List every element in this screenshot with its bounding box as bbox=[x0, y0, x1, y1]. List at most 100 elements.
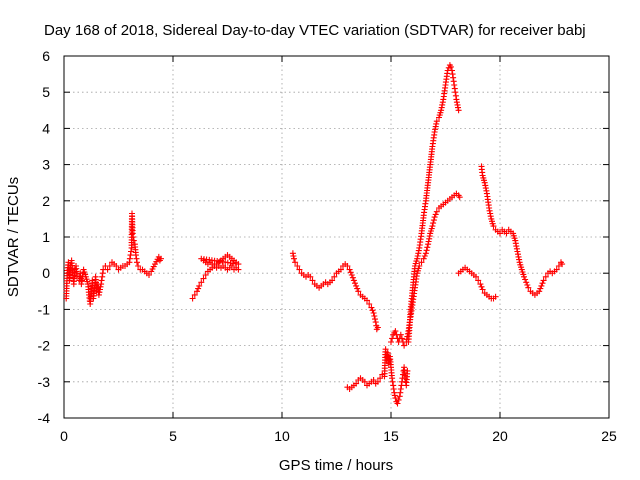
y-tick-label: 5 bbox=[42, 84, 50, 100]
data-point bbox=[198, 279, 205, 286]
data-point bbox=[392, 395, 399, 402]
data-point bbox=[337, 266, 344, 273]
y-tick-label: -4 bbox=[38, 410, 51, 426]
data-point bbox=[478, 283, 485, 290]
data-point bbox=[331, 273, 338, 280]
data-point bbox=[389, 335, 396, 342]
data-point bbox=[292, 259, 299, 266]
y-tick-label: 4 bbox=[42, 120, 50, 136]
data-point bbox=[158, 255, 164, 262]
x-tick-label: 10 bbox=[274, 428, 290, 444]
data-point bbox=[307, 273, 314, 280]
data-point bbox=[537, 285, 544, 292]
data-point bbox=[451, 82, 458, 88]
data-point bbox=[235, 266, 242, 273]
data-point bbox=[473, 273, 479, 280]
data-point bbox=[447, 63, 454, 70]
data-point bbox=[497, 230, 503, 237]
data-point bbox=[553, 266, 560, 273]
data-point bbox=[401, 342, 408, 349]
data-point bbox=[396, 393, 403, 400]
x-tick-label: 25 bbox=[601, 428, 617, 444]
data-point bbox=[492, 293, 499, 300]
data-point bbox=[389, 378, 396, 385]
data-point bbox=[189, 295, 196, 302]
data-point bbox=[191, 291, 198, 298]
data-point bbox=[487, 213, 494, 220]
data-point bbox=[433, 208, 440, 215]
data-point bbox=[372, 316, 378, 323]
data-point bbox=[432, 211, 439, 218]
data-point bbox=[371, 313, 378, 319]
data-point bbox=[540, 277, 547, 284]
plot-frame bbox=[63, 55, 610, 419]
data-point bbox=[355, 288, 362, 295]
data-point bbox=[78, 281, 85, 288]
data-point bbox=[374, 378, 381, 385]
data-point bbox=[429, 223, 436, 230]
data-point bbox=[98, 277, 105, 284]
data-point bbox=[425, 238, 432, 245]
data-point bbox=[344, 263, 351, 269]
y-tick-label: -2 bbox=[38, 338, 51, 354]
data-point bbox=[296, 266, 303, 273]
data-point bbox=[196, 282, 203, 289]
data-point bbox=[291, 255, 297, 262]
x-tick-label: 5 bbox=[169, 428, 177, 444]
data-point bbox=[353, 282, 360, 289]
data-point bbox=[368, 304, 375, 311]
data-point bbox=[346, 266, 353, 273]
data-point bbox=[202, 272, 209, 278]
data-point bbox=[294, 263, 301, 269]
data-point bbox=[449, 67, 455, 74]
data-point bbox=[361, 378, 368, 385]
x-tick-label: 20 bbox=[492, 428, 508, 444]
data-point bbox=[354, 285, 361, 292]
y-tick-label: 2 bbox=[42, 193, 50, 209]
data-point bbox=[200, 275, 207, 282]
data-point bbox=[132, 252, 139, 259]
data-point bbox=[523, 279, 530, 286]
data-point bbox=[539, 280, 546, 287]
data-point bbox=[96, 289, 103, 296]
data-point bbox=[370, 377, 377, 383]
data-point bbox=[290, 253, 297, 259]
data-point bbox=[394, 400, 401, 407]
data-point bbox=[374, 324, 381, 331]
data-point bbox=[559, 261, 566, 268]
data-point bbox=[486, 207, 493, 214]
data-point bbox=[430, 220, 437, 227]
data-point bbox=[370, 310, 377, 316]
data-point bbox=[536, 288, 543, 295]
data-point bbox=[521, 273, 527, 280]
data-point bbox=[475, 277, 482, 284]
data-point bbox=[195, 285, 202, 292]
data-point bbox=[397, 331, 404, 338]
data-point bbox=[128, 248, 134, 255]
data-point bbox=[392, 328, 399, 335]
data-point bbox=[106, 263, 113, 269]
data-point bbox=[194, 288, 200, 295]
data-point bbox=[397, 386, 404, 392]
data-point bbox=[455, 104, 461, 111]
data-point bbox=[146, 272, 152, 278]
data-point bbox=[228, 263, 235, 269]
data-point bbox=[422, 250, 429, 257]
x-tick-label: 0 bbox=[60, 428, 68, 444]
data-point bbox=[349, 274, 356, 281]
data-point bbox=[430, 217, 437, 224]
data-point bbox=[369, 307, 376, 314]
data-point bbox=[372, 319, 379, 326]
data-point bbox=[395, 396, 402, 403]
data-point bbox=[364, 297, 370, 304]
data-point bbox=[104, 266, 111, 273]
data-point bbox=[432, 126, 439, 133]
data-point bbox=[353, 380, 360, 387]
data-point bbox=[388, 339, 394, 345]
y-tick-labels: -4 -3 -2 -1 0 1 2 3 4 5 6 bbox=[38, 48, 51, 426]
data-point bbox=[481, 179, 488, 186]
data-point bbox=[424, 244, 431, 251]
data-point bbox=[515, 253, 522, 260]
data-point bbox=[423, 247, 430, 254]
